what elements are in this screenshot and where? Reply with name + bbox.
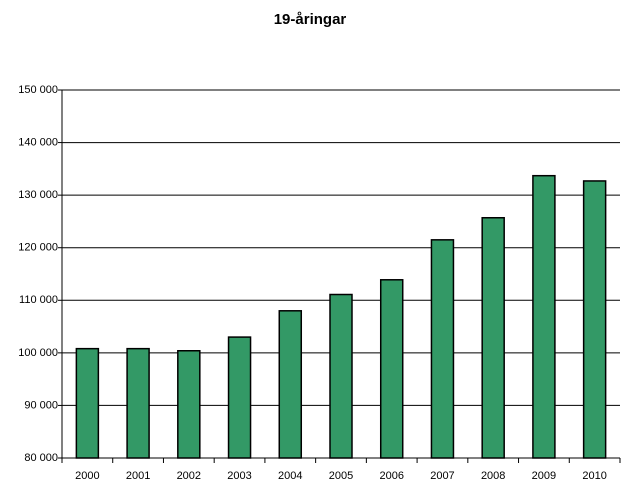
x-tick-label: 2009 (532, 470, 556, 482)
bar (532, 174, 556, 459)
bar (278, 310, 303, 459)
y-tick-label: 110 000 (19, 294, 58, 306)
bar (582, 180, 607, 459)
x-tick-label: 2005 (329, 470, 353, 482)
x-tick-label: 2006 (379, 470, 403, 482)
bar (126, 347, 150, 459)
bar (75, 347, 100, 459)
chart-title: 19-åringar (274, 11, 347, 28)
y-tick-label: 130 000 (18, 189, 58, 201)
x-tick-label: 2010 (582, 470, 606, 482)
bar (430, 239, 455, 459)
y-tick-label: 80 000 (24, 452, 58, 464)
bar (379, 279, 404, 459)
x-tick-label: 2004 (278, 470, 302, 482)
bar (177, 350, 201, 459)
y-tick-label: 150 000 (18, 84, 58, 96)
x-tick-label: 2007 (430, 470, 454, 482)
x-tick-label: 2002 (177, 470, 201, 482)
x-tick-label: 2001 (126, 470, 150, 482)
y-tick-label: 90 000 (24, 399, 58, 411)
y-tick-label: 100 000 (18, 347, 58, 359)
x-tick-label: 2000 (75, 470, 99, 482)
y-tick-label: 140 000 (18, 136, 58, 148)
bar (329, 293, 353, 459)
bar (481, 216, 505, 459)
y-tick-label: 120 000 (18, 242, 58, 254)
bar (227, 336, 252, 459)
x-tick-label: 2003 (227, 470, 251, 482)
x-tick-label: 2008 (481, 470, 505, 482)
